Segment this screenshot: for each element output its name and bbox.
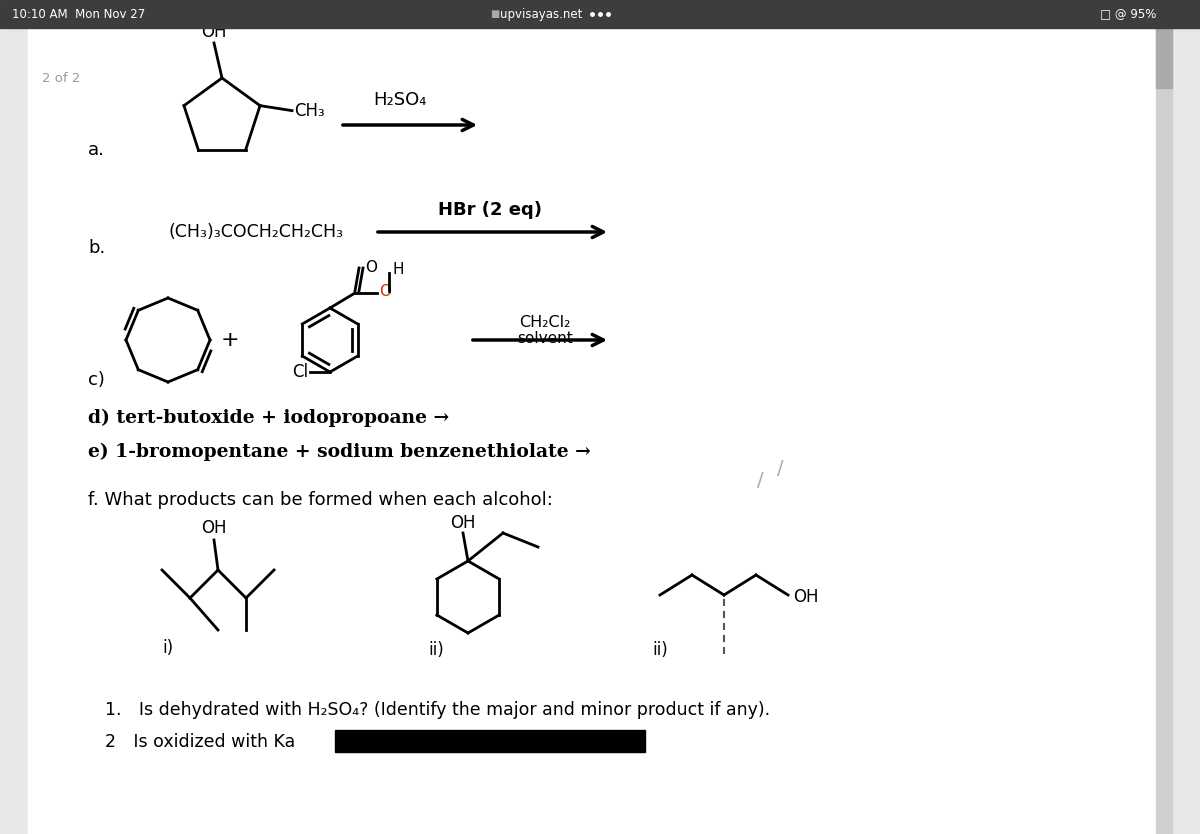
Text: 2 of 2: 2 of 2 [42,72,80,84]
Text: 2 Is oxidized with Ka: 2 Is oxidized with Ka [106,733,295,751]
Bar [335,730,646,752]
Text: CH₂Cl₂: CH₂Cl₂ [520,314,571,329]
Text: ii): ii) [428,641,444,659]
Text: f. What products can be formed when each alcohol:: f. What products can be formed when each… [88,491,553,509]
Text: 10:10 AM  Mon Nov 27: 10:10 AM Mon Nov 27 [12,8,145,21]
Text: e) 1-bromopentane + sodium benzenethiolate →: e) 1-bromopentane + sodium benzenethiola… [88,443,590,461]
Text: c): c) [88,371,104,389]
Bar [1156,28,1172,88]
Text: OH: OH [793,588,818,606]
Text: HBr (2 eq): HBr (2 eq) [438,201,542,219]
Text: □ @ 95%: □ @ 95% [1100,8,1157,21]
Text: 1. Is dehydrated with H₂SO₄? (Identify the major and minor product if any).: 1. Is dehydrated with H₂SO₄? (Identify t… [106,701,770,719]
Text: d) tert-butoxide + iodopropoane →: d) tert-butoxide + iodopropoane → [88,409,449,427]
Text: /: / [757,470,763,490]
Text: H₂SO₄: H₂SO₄ [373,91,427,109]
Text: CH₃: CH₃ [294,102,325,119]
Text: ■: ■ [490,9,499,19]
Text: /: / [776,459,784,478]
Text: O: O [379,284,391,299]
Text: H: H [392,262,403,277]
Text: upvisayas.net: upvisayas.net [500,8,582,21]
Text: OH: OH [202,23,227,41]
Text: +: + [221,330,239,350]
Text: solvent: solvent [517,330,572,345]
Text: Cl: Cl [292,363,308,381]
Text: ii): ii) [652,641,667,659]
Text: b.: b. [88,239,106,257]
Bar [1156,28,1172,834]
Text: a.: a. [88,141,104,159]
Bar [0,0,1200,28]
Text: (CH₃)₃COCH₂CH₂CH₃: (CH₃)₃COCH₂CH₂CH₃ [168,223,343,241]
Text: OH: OH [202,519,227,537]
Text: O: O [365,260,377,275]
Text: i): i) [162,639,173,657]
Text: OH: OH [450,514,475,532]
